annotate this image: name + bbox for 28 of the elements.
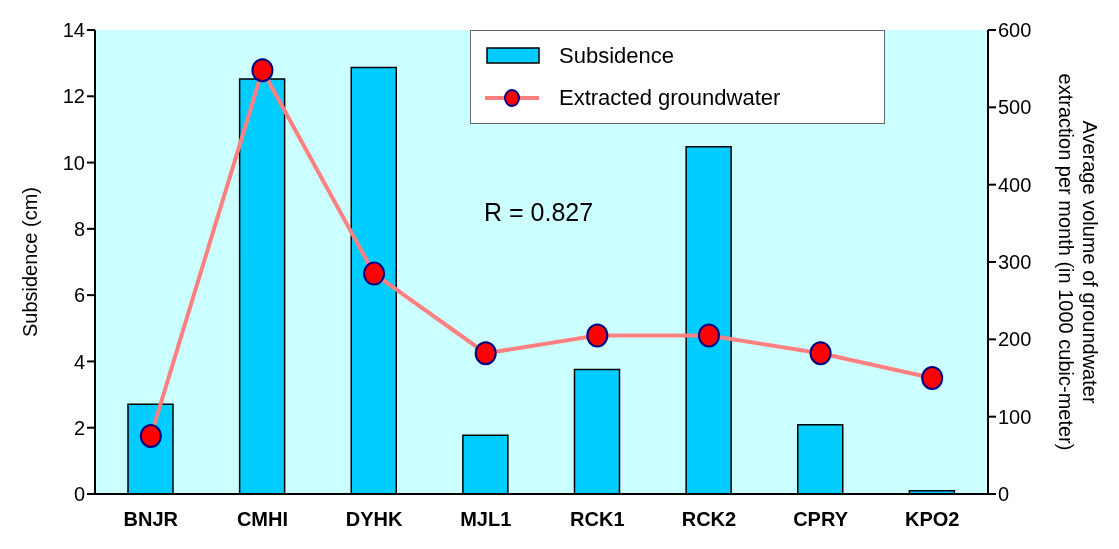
legend-label: Subsidence (559, 43, 674, 69)
x-tick-label: CMHI (236, 508, 288, 531)
x-tick-label: RCK1 (570, 508, 625, 531)
annotation: R = 0.827 (484, 198, 594, 227)
legend-label: Extracted groundwater (559, 85, 781, 111)
y2-axis-title: Average volume of groundwater extraction per month (in 1000 cubic-meter) (1055, 73, 1101, 451)
x-tick-label: RCK2 (681, 508, 737, 531)
x-tick-label: DYHK (345, 508, 403, 531)
y-tick-label: 10 (62, 151, 85, 174)
y2-tick-label: 0 (998, 483, 1010, 506)
y-tick-label: 2 (73, 416, 85, 439)
y-axis-title: Subsidence (cm) (19, 186, 42, 338)
y-tick-label: 0 (73, 483, 85, 506)
y2-tick-label: 400 (998, 173, 1032, 196)
y2-tick-label: 500 (998, 96, 1032, 119)
y2-tick-label: 200 (998, 328, 1032, 351)
y-tick-label: 8 (73, 217, 85, 240)
y-tick-label: 4 (73, 350, 85, 373)
y2-tick-label: 100 (998, 405, 1032, 428)
y2-tick-label: 600 (998, 19, 1032, 42)
y-tick-label: 14 (62, 19, 85, 42)
x-tick-label: MJL1 (460, 508, 512, 531)
y-tick-label: 12 (62, 85, 85, 108)
y-tick-label: 6 (73, 284, 85, 307)
y2-tick-label: 300 (998, 251, 1032, 274)
x-tick-label: KPO2 (904, 508, 960, 531)
x-tick-label: CPRY (793, 508, 849, 531)
x-tick-label: BNJR (123, 508, 179, 531)
